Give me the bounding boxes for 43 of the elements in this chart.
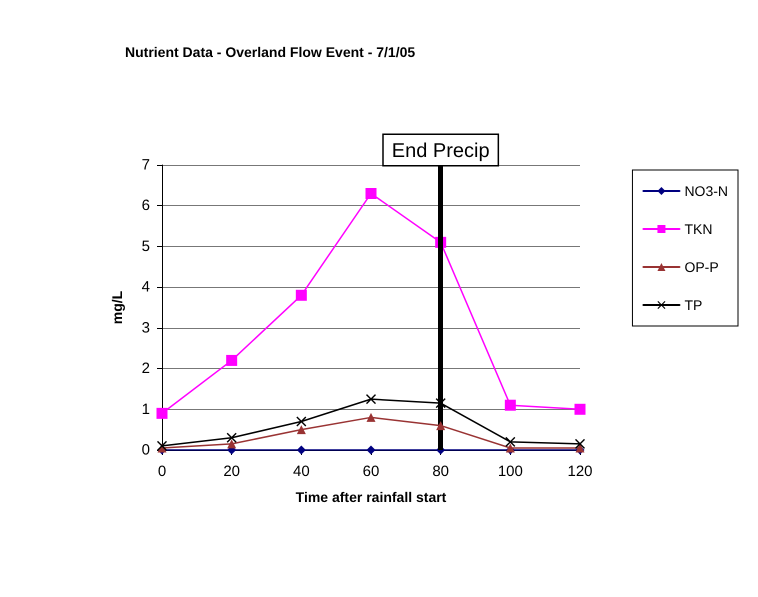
- y-tick-label: 2: [142, 360, 150, 378]
- point: [366, 394, 376, 404]
- x-tick-label: 60: [362, 463, 380, 480]
- x-tick-label: 20: [223, 463, 240, 480]
- y-axis-title: mg/L: [109, 290, 125, 324]
- point: [157, 440, 167, 451]
- legend-label: TP: [684, 297, 702, 313]
- point: [366, 412, 376, 422]
- point: [505, 436, 516, 447]
- x-tick-label: 120: [567, 463, 593, 480]
- point: [296, 446, 306, 454]
- x-axis-title: Time after rainfall start: [296, 489, 447, 505]
- point: [436, 398, 446, 408]
- point: [227, 439, 236, 448]
- point: [436, 421, 446, 430]
- y-tick-label: 0: [142, 442, 150, 458]
- legend-label: TKN: [684, 221, 712, 237]
- point: [296, 290, 307, 301]
- point: [366, 446, 376, 454]
- y-tick-label: 7: [142, 156, 150, 174]
- y-tick-label: 1: [142, 400, 150, 418]
- y-tick-label: 4: [142, 278, 150, 296]
- point: [296, 425, 306, 434]
- x-tick-label: 40: [292, 463, 310, 480]
- y-tick-label: 3: [142, 319, 150, 336]
- y-tick-label: 6: [142, 197, 150, 214]
- point: [296, 416, 306, 426]
- legend-label: NO3-N: [684, 183, 728, 199]
- legend-label: OP-P: [684, 259, 719, 275]
- chart-title: Nutrient Data - Overland Flow Event - 7/1/05: [125, 44, 416, 60]
- point: [504, 400, 516, 411]
- point: [575, 438, 585, 449]
- x-tick-label: 0: [158, 463, 166, 480]
- point: [366, 188, 376, 199]
- x-tick-label: 100: [498, 463, 523, 480]
- point: [574, 404, 586, 415]
- x-tick-label: 80: [432, 463, 450, 480]
- point: [226, 354, 238, 366]
- point: [506, 443, 515, 452]
- point: [226, 432, 237, 443]
- ref-line-label: End Precip: [392, 140, 490, 162]
- y-tick-label: 5: [142, 238, 150, 255]
- point: [156, 408, 168, 419]
